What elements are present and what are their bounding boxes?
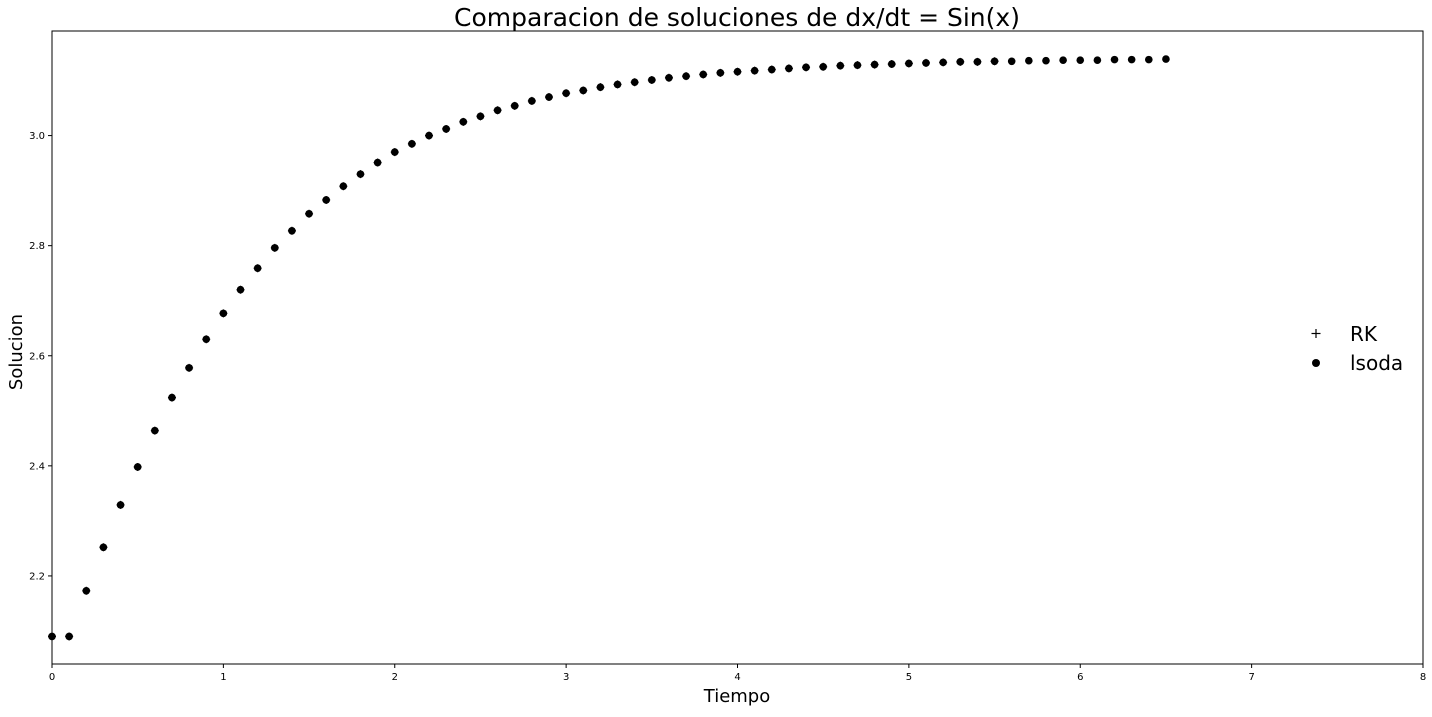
lsoda-point: [717, 69, 725, 77]
lsoda-point: [699, 71, 707, 79]
lsoda-point: [1162, 55, 1170, 63]
lsoda-point: [888, 60, 896, 68]
lsoda-point: [254, 264, 262, 272]
lsoda-point: [1025, 57, 1033, 65]
legend-item-rk: RK: [1312, 322, 1378, 346]
lsoda-point: [802, 64, 810, 72]
y-tick-label: 3.0: [29, 131, 45, 142]
y-axis-ticks: 2.2 2.4 2.6 2.8 3.0: [29, 131, 52, 582]
y-tick-label: 2.4: [29, 461, 45, 472]
lsoda-point: [288, 227, 296, 235]
y-axis-label: Solucion: [6, 314, 27, 390]
lsoda-point: [545, 93, 553, 101]
y-tick-label: 2.2: [29, 571, 45, 582]
lsoda-point: [665, 74, 673, 82]
lsoda-point: [922, 59, 930, 67]
x-tick-label: 2: [392, 672, 398, 683]
x-tick-label: 4: [734, 672, 740, 683]
lsoda-point: [562, 89, 570, 97]
x-tick-label: 5: [906, 672, 912, 683]
lsoda-point: [905, 60, 913, 68]
lsoda-point: [220, 310, 228, 318]
lsoda-point: [408, 140, 416, 148]
lsoda-point: [48, 633, 56, 641]
series-lsoda: [48, 55, 1170, 640]
lsoda-point: [854, 61, 862, 69]
lsoda-point: [151, 427, 159, 435]
legend-marker-circle-icon: [1312, 359, 1320, 367]
lsoda-point: [460, 118, 468, 126]
lsoda-point: [202, 335, 210, 343]
series-layer: [48, 55, 1170, 640]
lsoda-point: [1076, 56, 1084, 64]
lsoda-point: [185, 364, 193, 372]
lsoda-point: [134, 463, 142, 471]
lsoda-point: [1042, 57, 1050, 65]
lsoda-point: [734, 68, 742, 76]
lsoda-point: [511, 102, 519, 110]
lsoda-point: [939, 59, 947, 67]
lsoda-point: [1145, 56, 1153, 64]
lsoda-point: [528, 97, 536, 105]
y-tick-label: 2.6: [29, 351, 45, 362]
x-tick-label: 8: [1420, 672, 1426, 683]
lsoda-point: [974, 58, 982, 66]
lsoda-point: [751, 67, 759, 75]
lsoda-point: [579, 87, 587, 95]
lsoda-point: [871, 61, 879, 69]
lsoda-point: [65, 633, 73, 641]
lsoda-point: [597, 83, 605, 91]
legend-label-lsoda: lsoda: [1350, 351, 1403, 375]
lsoda-point: [819, 63, 827, 71]
lsoda-point: [340, 182, 348, 190]
lsoda-point: [271, 244, 279, 252]
legend-label-rk: RK: [1350, 322, 1378, 346]
lsoda-point: [82, 587, 90, 595]
lsoda-point: [494, 106, 502, 114]
lsoda-point: [768, 66, 776, 74]
y-tick-label: 2.8: [29, 241, 45, 252]
lsoda-point: [374, 159, 382, 167]
x-axis-label: Tiempo: [703, 686, 771, 707]
lsoda-point: [614, 81, 622, 89]
lsoda-point: [168, 394, 176, 402]
x-tick-label: 1: [220, 672, 226, 683]
lsoda-point: [682, 72, 690, 80]
lsoda-point: [305, 210, 313, 218]
legend-marker-plus-icon: [1312, 329, 1321, 338]
x-axis-ticks: 0 1 2 3 4 5 6 7 8: [49, 664, 1426, 683]
lsoda-point: [1008, 57, 1016, 65]
lsoda-point: [631, 78, 639, 86]
lsoda-point: [117, 501, 125, 509]
series-rk: [48, 57, 999, 640]
lsoda-point: [357, 170, 365, 178]
lsoda-point: [391, 148, 399, 156]
chart-title: Comparacion de soluciones de dx/dt = Sin…: [454, 3, 1020, 32]
lsoda-point: [1059, 56, 1067, 64]
lsoda-point: [1111, 56, 1119, 64]
x-tick-label: 0: [49, 672, 55, 683]
lsoda-point: [442, 125, 450, 133]
plot-area-frame: [52, 31, 1423, 664]
legend-item-lsoda: lsoda: [1312, 351, 1403, 375]
lsoda-point: [648, 76, 656, 84]
lsoda-point: [991, 57, 999, 65]
lsoda-point: [1094, 56, 1102, 64]
lsoda-point: [237, 286, 245, 294]
lsoda-point: [322, 196, 330, 204]
x-tick-label: 7: [1248, 672, 1254, 683]
lsoda-point: [100, 544, 108, 552]
lsoda-point: [477, 113, 485, 121]
lsoda-point: [956, 58, 964, 66]
x-tick-label: 3: [563, 672, 569, 683]
legend: RK lsoda: [1312, 322, 1404, 375]
lsoda-point: [785, 65, 793, 73]
lsoda-point: [425, 132, 433, 140]
lsoda-point: [1128, 56, 1136, 64]
x-tick-label: 6: [1077, 672, 1083, 683]
lsoda-point: [837, 62, 845, 70]
